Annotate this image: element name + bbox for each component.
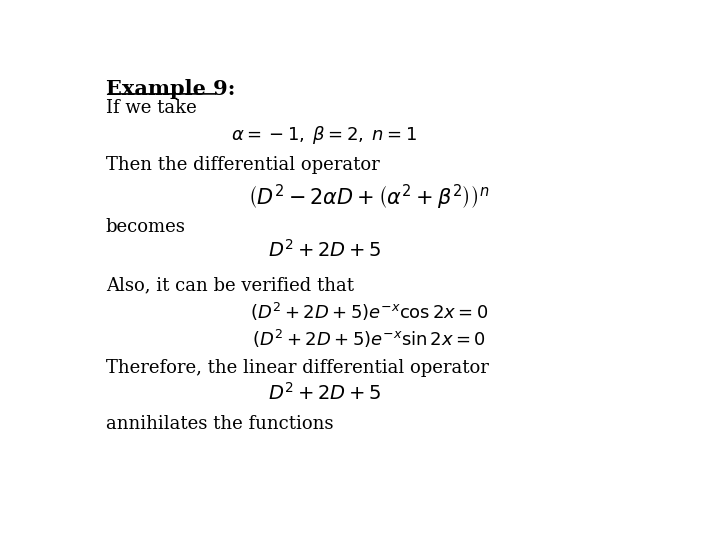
Text: $D^2 + 2D + 5$: $D^2 + 2D + 5$ bbox=[268, 239, 381, 261]
Text: Also, it can be verified that: Also, it can be verified that bbox=[106, 276, 354, 294]
Text: $\left(D^2 + 2D + 5\right)e^{-x}\sin 2x = 0$: $\left(D^2 + 2D + 5\right)e^{-x}\sin 2x … bbox=[252, 328, 486, 350]
Text: $\left(D^2 - 2\alpha D + \left(\alpha^2 + \beta^2\right)\right)^n$: $\left(D^2 - 2\alpha D + \left(\alpha^2 … bbox=[248, 183, 490, 212]
Text: If we take: If we take bbox=[106, 99, 197, 118]
Text: Then the differential operator: Then the differential operator bbox=[106, 156, 379, 173]
Text: $D^2 + 2D + 5$: $D^2 + 2D + 5$ bbox=[268, 382, 381, 404]
Text: $\left(D^2 + 2D + 5\right)e^{-x}\cos 2x = 0$: $\left(D^2 + 2D + 5\right)e^{-x}\cos 2x … bbox=[250, 301, 488, 323]
Text: Therefore, the linear differential operator: Therefore, the linear differential opera… bbox=[106, 359, 488, 377]
Text: Example 9:: Example 9: bbox=[106, 79, 235, 99]
Text: $\alpha = -1, \; \beta = 2, \; n = 1$: $\alpha = -1, \; \beta = 2, \; n = 1$ bbox=[231, 125, 418, 146]
Text: annihilates the functions: annihilates the functions bbox=[106, 415, 333, 434]
Text: becomes: becomes bbox=[106, 218, 186, 236]
